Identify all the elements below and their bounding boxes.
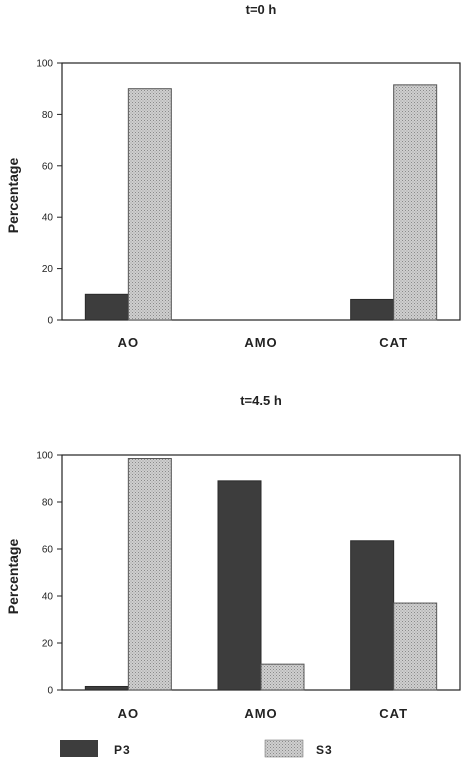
legend-swatch-p3 <box>60 740 98 757</box>
y-axis-label: Percentage <box>5 539 21 615</box>
bar-s3-ao <box>127 458 172 691</box>
y-tick-label: 40 <box>42 213 54 224</box>
legend-label-s3: S3 <box>316 743 333 757</box>
y-tick-label: 40 <box>42 592 54 603</box>
bar-s3-cat <box>393 84 438 321</box>
y-tick-label: 0 <box>47 316 53 327</box>
y-axis-label: Percentage <box>5 158 21 234</box>
chart-title: t=0 h <box>246 2 277 17</box>
bar-s3-cat <box>393 602 438 691</box>
y-tick-label: 80 <box>42 498 54 509</box>
bar-p3-ao <box>84 685 129 691</box>
chart-t45: t=4.5 h 0 20 40 60 80 100 Percentage AO AMO CAT <box>5 393 461 721</box>
plot-frame <box>61 62 461 321</box>
x-category-label: AMO <box>244 706 277 721</box>
x-category-label: CAT <box>379 335 408 350</box>
y-tick-label: 20 <box>42 639 54 650</box>
y-tick-label: 0 <box>47 686 53 697</box>
y-tick-label: 80 <box>42 110 54 121</box>
legend-swatch-s3 <box>264 739 304 758</box>
y-tick-label: 60 <box>42 545 54 556</box>
x-category-label: CAT <box>379 706 408 721</box>
y-tick-label: 100 <box>36 451 53 462</box>
x-category-label: AMO <box>244 335 277 350</box>
chart-t0: t=0 h 0 20 40 60 80 100 Percentage AO AMO CAT <box>5 2 461 350</box>
chart-title: t=4.5 h <box>240 393 282 408</box>
y-tick-label: 100 <box>36 59 53 70</box>
bar-p3-amo <box>217 480 262 691</box>
legend-label-p3: P3 <box>114 743 131 757</box>
bar-p3-ao <box>84 293 129 321</box>
bar-s3-ao <box>127 88 172 321</box>
x-category-label: AO <box>118 335 140 350</box>
bar-p3-cat <box>350 298 395 321</box>
bar-s3-amo <box>260 663 305 691</box>
legend: P3 S3 <box>60 739 333 758</box>
y-tick-label: 20 <box>42 264 54 275</box>
x-category-label: AO <box>118 706 140 721</box>
bar-p3-cat <box>350 540 395 691</box>
y-tick-label: 60 <box>42 161 54 172</box>
